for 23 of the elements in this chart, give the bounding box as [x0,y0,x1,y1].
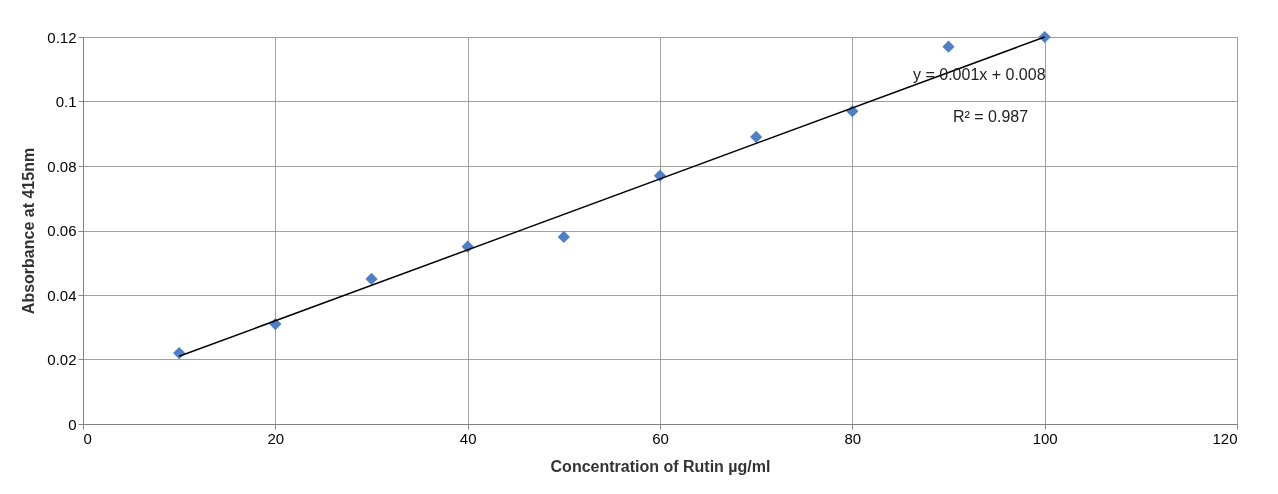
annotation: R² = 0.987 [953,108,1029,125]
y-axis-title: Absorbance at 415nm [20,147,38,315]
x-tick-label: 20 [267,429,285,447]
x-tick-label: 80 [844,429,862,447]
y-tick-label: 0.04 [47,286,77,304]
point [173,346,186,360]
point [557,230,570,244]
y-tick-label: 0.12 [47,28,77,46]
y-tick-label: 0.1 [55,93,77,110]
y-tick-label: 0.06 [47,222,77,239]
x-tick-label: 120 [1212,429,1238,447]
x-tick-label: 40 [459,429,477,447]
y-tick-label: 0.02 [47,351,77,368]
x-axis-title: Concentration of Rutin µg/ml [550,457,771,475]
y-tick-label: 0.08 [47,157,77,175]
annotation: y = 0.001x + 0.008 [913,66,1046,83]
x-tick-label: 0 [83,429,92,447]
point [942,40,955,53]
y-tick-label: 0 [68,415,77,433]
point [365,272,378,285]
point [750,130,763,144]
x-tick-label: 60 [652,429,669,447]
x-tick-label: 100 [1032,429,1058,447]
